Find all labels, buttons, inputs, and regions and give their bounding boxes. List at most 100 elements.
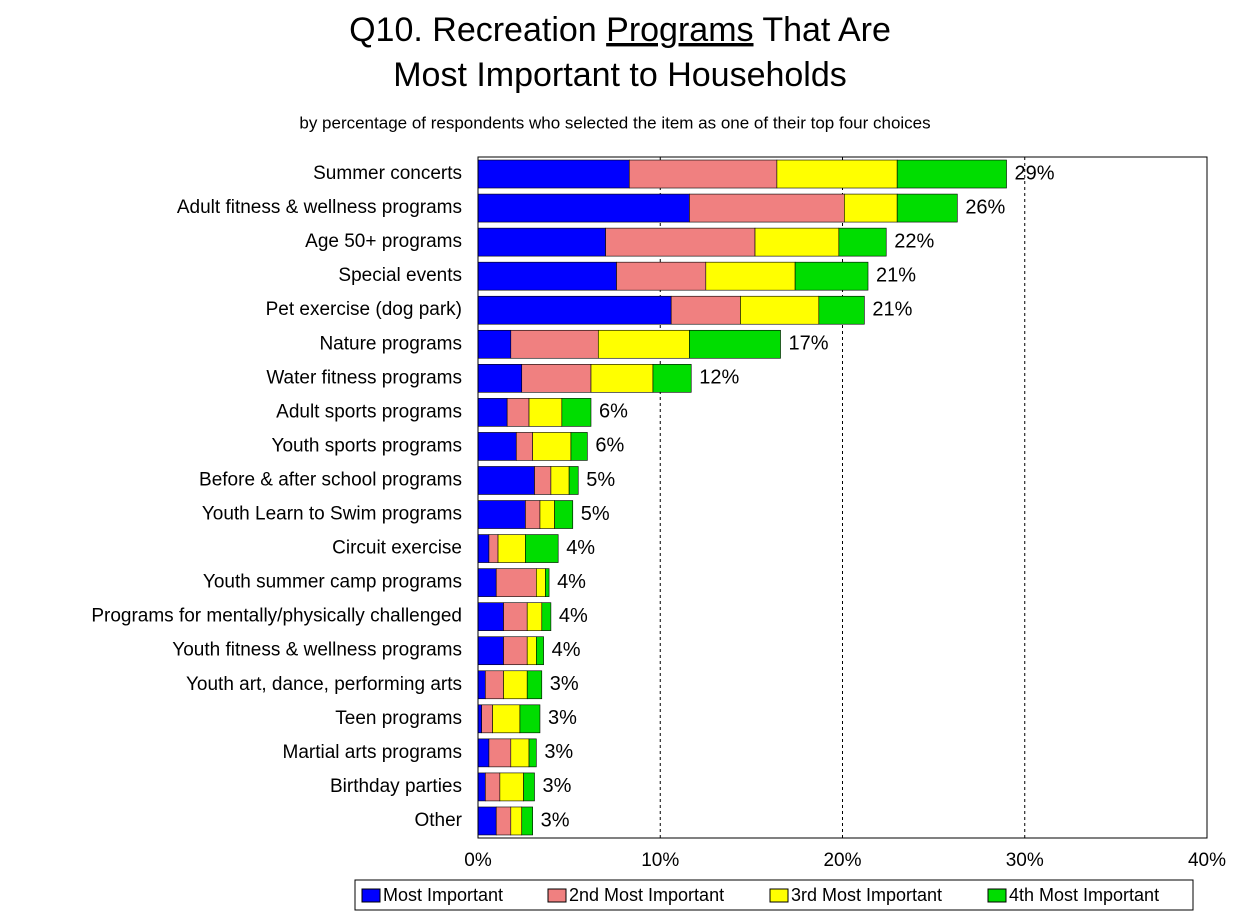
bar-segment: [503, 602, 528, 631]
category-label: Special events: [338, 265, 462, 286]
total-label: 5%: [581, 503, 610, 525]
bar-segment: [495, 806, 512, 836]
bar-segment: [536, 568, 546, 597]
total-label: 4%: [552, 639, 581, 661]
bar-segment: [477, 704, 482, 734]
bar-segment: [477, 295, 672, 325]
title-part: Programs: [606, 11, 753, 49]
bar-segment: [628, 159, 778, 189]
bar-segment: [488, 738, 512, 768]
bar-segment: [689, 329, 781, 359]
total-label: 3%: [541, 809, 570, 831]
category-label: Youth sports programs: [272, 435, 462, 456]
bar-segment: [477, 193, 690, 223]
total-label: 5%: [586, 469, 615, 491]
category-label: Pet exercise (dog park): [266, 299, 462, 320]
bar-segment: [532, 432, 572, 461]
bar-segment: [754, 227, 840, 257]
bar-segment: [510, 329, 599, 359]
bar-segment: [477, 466, 535, 495]
bar-segment: [605, 227, 756, 257]
bar-segment: [477, 329, 512, 359]
total-label: 29%: [1015, 162, 1055, 184]
bar-segment: [477, 772, 486, 802]
legend-swatch: [547, 888, 567, 903]
bar-segment: [477, 364, 523, 393]
bar-segment: [477, 636, 504, 666]
bar-segment: [477, 432, 517, 461]
category-label: Adult sports programs: [276, 401, 462, 422]
category-label: Youth art, dance, performing arts: [186, 674, 462, 695]
category-label: Youth fitness & wellness programs: [172, 640, 462, 661]
bar-segment: [705, 261, 796, 291]
bar-segment: [525, 534, 559, 563]
legend-label: 4th Most Important: [1009, 885, 1159, 905]
bar-segment: [519, 704, 541, 734]
bar-segment: [521, 364, 592, 393]
bar-segment: [477, 261, 617, 291]
total-label: 21%: [876, 264, 916, 286]
bar-segment: [554, 500, 574, 529]
bar-segment: [515, 432, 533, 461]
bar-segment: [477, 602, 504, 631]
category-label: Circuit exercise: [332, 538, 462, 559]
total-label: 3%: [544, 741, 573, 763]
category-label: Nature programs: [319, 333, 462, 354]
x-tick-label: 30%: [1006, 850, 1044, 871]
total-label: 6%: [595, 435, 624, 457]
bar-segment: [838, 227, 887, 257]
x-tick-label: 10%: [641, 850, 679, 871]
bar-segment: [652, 364, 692, 393]
category-label: Youth Learn to Swim programs: [202, 504, 462, 525]
bar-segment: [526, 602, 543, 631]
bar-segment: [503, 636, 528, 666]
legend-items: Most Important 2nd Most Important 3rd Most…: [361, 885, 1159, 905]
legend-swatch: [769, 888, 789, 903]
bar-segment: [477, 159, 630, 189]
title-part: That Are: [754, 11, 891, 49]
chart-title: Most Important to Households: [393, 56, 847, 94]
bar-segment: [525, 500, 541, 529]
bar-segment: [510, 806, 523, 836]
total-label: 22%: [894, 230, 934, 252]
category-label: Adult fitness & wellness programs: [177, 197, 462, 218]
bar-segment: [568, 466, 579, 495]
category-label: Teen programs: [335, 708, 462, 729]
bar-segment: [477, 227, 606, 257]
bar-segment: [477, 738, 490, 768]
bar-segment: [526, 636, 537, 666]
category-label: Birthday parties: [330, 776, 462, 797]
bar-segment: [477, 398, 508, 427]
x-tick-label: 20%: [823, 850, 861, 871]
bar-segment: [528, 398, 563, 427]
bar-segment: [539, 500, 555, 529]
bar-segment: [477, 500, 526, 529]
category-label: Martial arts programs: [283, 742, 463, 763]
total-label: 17%: [789, 333, 829, 355]
bar-segment: [506, 398, 530, 427]
bar-segment: [477, 806, 497, 836]
total-label: 12%: [699, 367, 739, 389]
bar-segment: [477, 534, 490, 563]
bar-segment: [484, 670, 504, 700]
legend-label: 3rd Most Important: [791, 885, 942, 905]
bar-segment: [550, 466, 570, 495]
x-tick-label: 0%: [464, 850, 492, 871]
total-label: 6%: [599, 401, 628, 423]
bar-segment: [534, 466, 552, 495]
bar-segment: [503, 670, 528, 700]
chart-title: Q10. Recreation Programs That Are: [349, 11, 891, 49]
labels: 0% 10% 20% 30% 40% Summer concerts 29% Adult fi…: [91, 162, 1226, 871]
total-label: 3%: [542, 775, 571, 797]
title-part: Q10. Recreation: [349, 11, 606, 49]
total-label: 4%: [566, 537, 595, 559]
bar-segment: [495, 568, 537, 597]
category-label: Youth summer camp programs: [203, 572, 462, 593]
total-label: 3%: [548, 707, 577, 729]
bar-segment: [590, 364, 654, 393]
bar-segment: [481, 704, 493, 734]
bar-segment: [740, 295, 820, 325]
bar-segment: [528, 738, 537, 768]
bar-segment: [477, 568, 497, 597]
